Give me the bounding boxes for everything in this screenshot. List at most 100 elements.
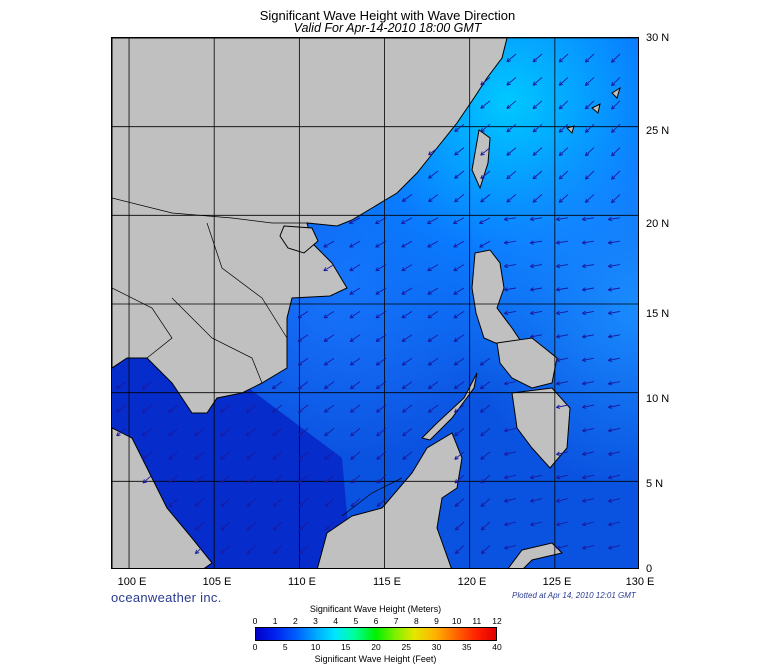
wave-direction-arrow (375, 264, 387, 272)
wave-direction-arrow (453, 240, 465, 248)
colorbar-feet-tick: 10 (310, 642, 321, 652)
wave-direction-arrow (375, 334, 387, 342)
colorbar (255, 627, 497, 641)
lon-label-130e: 130 E (625, 576, 655, 588)
wave-direction-arrow (427, 287, 439, 295)
colorbar-feet-tick: 15 (341, 642, 351, 652)
wave-direction-arrow (194, 545, 205, 555)
wave-direction-arrow (453, 334, 465, 342)
wave-direction-arrow (480, 451, 491, 460)
land-borneo (317, 432, 463, 568)
land-luzon (471, 249, 523, 349)
colorbar-meters-tick: 7 (393, 616, 399, 626)
wave-direction-arrow (168, 428, 179, 437)
lat-label-15n: 15 N (646, 308, 670, 320)
wave-direction-arrow (454, 498, 465, 508)
wave-direction-arrow (607, 310, 621, 316)
wave-direction-arrow (141, 381, 153, 390)
wave-direction-arrow (506, 53, 517, 63)
land-visayas (496, 337, 558, 389)
wave-direction-arrow (556, 474, 569, 480)
wave-direction-arrow (349, 240, 361, 248)
wave-direction-arrow (246, 498, 257, 508)
wave-direction-arrow (607, 216, 621, 222)
wave-direction-arrow (584, 123, 595, 133)
wave-direction-arrow (401, 240, 413, 248)
wave-direction-arrow (298, 545, 309, 555)
lon-label-100e: 100 E (117, 576, 147, 588)
wave-direction-arrow (584, 147, 595, 157)
colorbar-meters-tick: 1 (272, 616, 278, 626)
wave-direction-arrow (532, 147, 543, 156)
colorbar-meters-tick: 4 (333, 616, 339, 626)
wave-direction-arrow (427, 357, 439, 366)
wave-direction-arrow (453, 217, 465, 224)
wave-direction-arrow (272, 521, 283, 531)
plotted-timestamp: Plotted at Apr 14, 2010 12:01 GMT (512, 591, 636, 600)
wave-direction-arrow (246, 451, 257, 460)
colorbar-meters-tick: 9 (434, 616, 439, 626)
wave-direction-arrow (558, 53, 569, 63)
wave-direction-arrow (402, 428, 413, 437)
wave-direction-arrow (558, 77, 569, 86)
wave-direction-arrow (608, 498, 621, 503)
wave-direction-arrow (194, 451, 205, 460)
wave-direction-arrow (349, 334, 361, 342)
lat-label-30n: 30 N (646, 32, 670, 44)
wave-direction-arrow (401, 264, 413, 272)
wave-direction-arrow (297, 311, 309, 319)
wave-direction-arrow (428, 147, 439, 156)
wave-direction-arrow (323, 264, 335, 272)
wave-direction-arrow (453, 357, 465, 366)
wave-direction-arrow (246, 428, 257, 437)
wave-direction-arrow (194, 521, 205, 531)
wave-direction-arrow (324, 521, 335, 531)
wave-direction-arrow (479, 357, 491, 366)
wave-direction-arrow (581, 357, 595, 363)
wave-direction-arrow (556, 521, 569, 527)
lon-label-120e: 120 E (457, 576, 487, 588)
wave-direction-arrow (272, 428, 283, 437)
wave-direction-arrow (532, 53, 543, 63)
wave-direction-arrow (376, 451, 387, 460)
colorbar-meters-tick: 5 (353, 616, 359, 626)
land-malay-peninsula (112, 427, 213, 568)
wave-direction-arrow (453, 264, 465, 272)
wave-direction-arrow (167, 404, 179, 413)
wave-direction-arrow (245, 404, 257, 413)
wave-direction-arrow (556, 544, 569, 550)
wave-direction-arrow (349, 404, 361, 413)
wave-direction-arrow (506, 170, 517, 180)
wave-direction-arrow (582, 427, 595, 433)
wave-direction-arrow (610, 77, 621, 87)
wave-direction-arrow (298, 521, 309, 531)
wave-direction-arrow (323, 381, 335, 390)
wave-direction-arrow (375, 311, 387, 319)
lon-label-110e: 110 E (288, 576, 316, 588)
wave-direction-arrow (219, 404, 231, 413)
wave-direction-arrow (271, 404, 283, 413)
wave-direction-arrow (555, 287, 569, 292)
wave-direction-arrow (220, 498, 231, 508)
wave-direction-arrow (503, 310, 517, 316)
map-title: Significant Wave Height with Wave Direct… (259, 8, 516, 23)
wave-direction-arrow (454, 451, 465, 460)
wave-direction-arrow (608, 474, 621, 480)
lat-label-25n: 25 N (646, 125, 670, 137)
wave-direction-arrow (503, 240, 517, 245)
wave-direction-arrow (480, 147, 491, 156)
wave-direction-arrow (427, 217, 439, 224)
wave-direction-arrow (607, 381, 621, 386)
lon-label-125e: 125 E (542, 576, 572, 588)
wave-direction-arrow (454, 521, 465, 531)
wave-direction-arrow (323, 404, 335, 413)
wave-direction-arrow (272, 498, 283, 508)
wave-height-map (111, 37, 639, 569)
wave-direction-arrow (401, 311, 413, 319)
wave-direction-arrow (220, 521, 231, 531)
wave-direction-arrow (555, 263, 569, 269)
wave-direction-arrow (142, 474, 153, 484)
wave-direction-arrow (584, 53, 595, 63)
wave-direction-arrow (479, 240, 491, 248)
wave-direction-arrow (427, 264, 439, 272)
